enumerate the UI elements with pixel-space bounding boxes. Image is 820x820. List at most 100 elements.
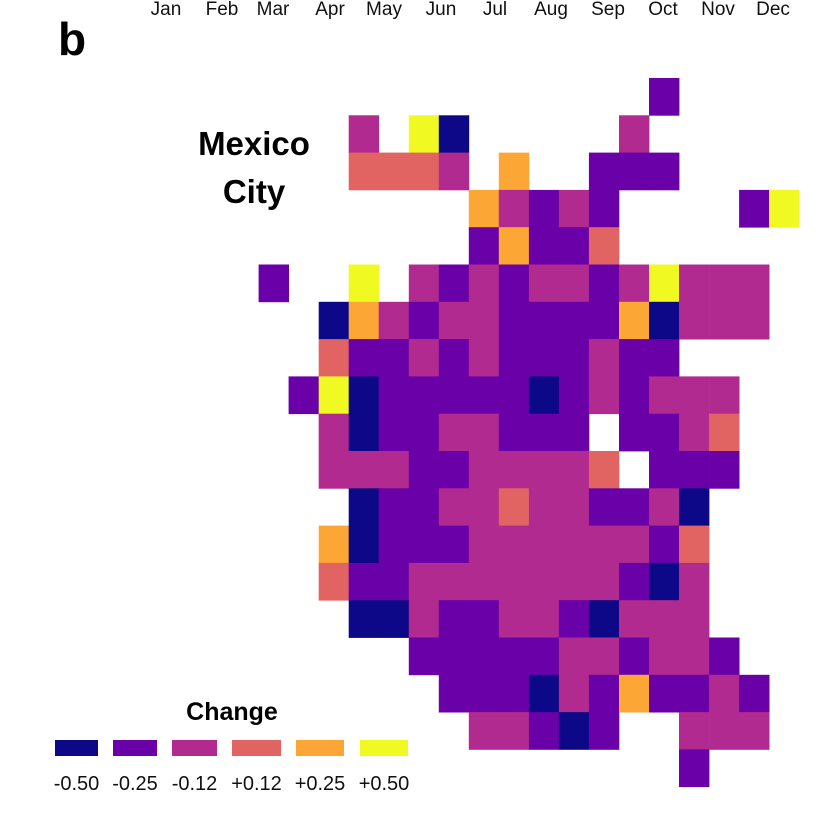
heatmap-cell: [558, 562, 590, 601]
heatmap-cell: [348, 152, 380, 191]
heatmap-cell: [438, 115, 470, 153]
heatmap-cell: [408, 413, 440, 452]
heatmap-cell: [468, 451, 500, 489]
legend-label: -0.25: [112, 773, 158, 795]
month-label-nov: Nov: [701, 0, 735, 20]
heatmap-cell: [438, 451, 470, 489]
heatmap-cell: [378, 488, 410, 526]
heatmap-cell: [498, 562, 530, 601]
heatmap-cell: [558, 264, 590, 303]
legend-swatch: [232, 740, 281, 756]
heatmap-cell: [498, 712, 530, 750]
month-label-jul: Jul: [483, 0, 507, 20]
heatmap-cells: [258, 78, 800, 788]
heatmap-cell: [588, 152, 620, 191]
heatmap-cell: [438, 525, 470, 564]
heatmap-cell: [619, 525, 650, 564]
heatmap-cell: [438, 339, 470, 377]
heatmap-cell: [709, 637, 740, 676]
month-label-jan: Jan: [151, 0, 182, 20]
heatmap-cell: [649, 600, 680, 638]
heatmap-cell: [288, 376, 319, 415]
heatmap-cell: [558, 301, 590, 340]
heatmap-cell: [348, 525, 380, 564]
month-label-jun: Jun: [426, 0, 457, 20]
heatmap-cell: [348, 264, 380, 303]
heatmap-cell: [709, 674, 740, 713]
heatmap-cell: [588, 227, 620, 265]
heatmap-cell: [679, 301, 710, 340]
heatmap-cell: [619, 264, 650, 303]
heatmap-cell: [528, 488, 560, 526]
heatmap-cell: [679, 562, 710, 601]
heatmap-cell: [619, 488, 650, 526]
heatmap-cell: [588, 189, 620, 228]
heatmap-cell: [739, 264, 770, 303]
heatmap-cell: [348, 562, 380, 601]
heatmap-cell: [679, 451, 710, 489]
heatmap-cell: [528, 376, 560, 415]
heatmap-cell: [408, 376, 440, 415]
heatmap-cell: [558, 488, 590, 526]
heatmap-cell: [649, 376, 680, 415]
heatmap-cell: [408, 600, 440, 638]
heatmap-cell: [438, 301, 470, 340]
heatmap-cell: [739, 674, 770, 713]
heatmap-cell: [468, 674, 500, 713]
heatmap-cell: [378, 301, 410, 340]
heatmap-cell: [649, 301, 680, 340]
legend-label: +0.12: [231, 773, 282, 795]
heatmap-cell: [528, 712, 560, 750]
heatmap-cell: [679, 264, 710, 303]
heatmap-cell: [649, 451, 680, 489]
legend-label: +0.25: [295, 773, 346, 795]
heatmap-cell: [558, 600, 590, 638]
heatmap-cell: [498, 264, 530, 303]
heatmap-cell: [318, 413, 350, 452]
heatmap-cell: [378, 525, 410, 564]
heatmap-cell: [528, 451, 560, 489]
heatmap-cell: [468, 637, 500, 676]
legend-label: -0.50: [54, 773, 100, 795]
heatmap-cell: [619, 152, 650, 191]
heatmap-cell: [558, 674, 590, 713]
month-label-mar: Mar: [257, 0, 290, 20]
heatmap-cell: [528, 227, 560, 265]
city-title-line-1: Mexico: [198, 125, 310, 162]
heatmap-cell: [588, 301, 620, 340]
month-label-apr: Apr: [315, 0, 345, 20]
city-title-line-2: City: [223, 173, 286, 210]
heatmap-cell: [558, 637, 590, 676]
heatmap-cell: [468, 488, 500, 526]
heatmap-cell: [619, 301, 650, 340]
heatmap-cell: [378, 152, 410, 191]
heatmap-cell: [348, 600, 380, 638]
heatmap-cell: [348, 115, 380, 153]
heatmap-cell: [348, 339, 380, 377]
heatmap-cell: [619, 600, 650, 638]
heatmap-cell: [649, 413, 680, 452]
heatmap-cell: [588, 451, 620, 489]
heatmap-cell: [498, 413, 530, 452]
heatmap-cell: [528, 637, 560, 676]
heatmap-cell: [498, 376, 530, 415]
legend-label: -0.12: [172, 773, 218, 795]
heatmap-cell: [588, 637, 620, 676]
heatmap-cell: [558, 227, 590, 265]
heatmap-cell: [588, 339, 620, 377]
heatmap-cell: [258, 264, 289, 303]
heatmap-cell: [709, 451, 740, 489]
legend-swatch: [113, 740, 157, 756]
heatmap-cell: [649, 525, 680, 564]
heatmap-cell: [348, 301, 380, 340]
heatmap-cell: [378, 562, 410, 601]
heatmap-cell: [528, 674, 560, 713]
heatmap-cell: [468, 413, 500, 452]
heatmap-cell: [498, 152, 530, 191]
heatmap-cell: [528, 600, 560, 638]
legend-title: Change: [186, 698, 278, 726]
heatmap-cell: [498, 301, 530, 340]
heatmap-cell: [679, 637, 710, 676]
heatmap-cell: [588, 674, 620, 713]
heatmap-cell: [739, 301, 770, 340]
